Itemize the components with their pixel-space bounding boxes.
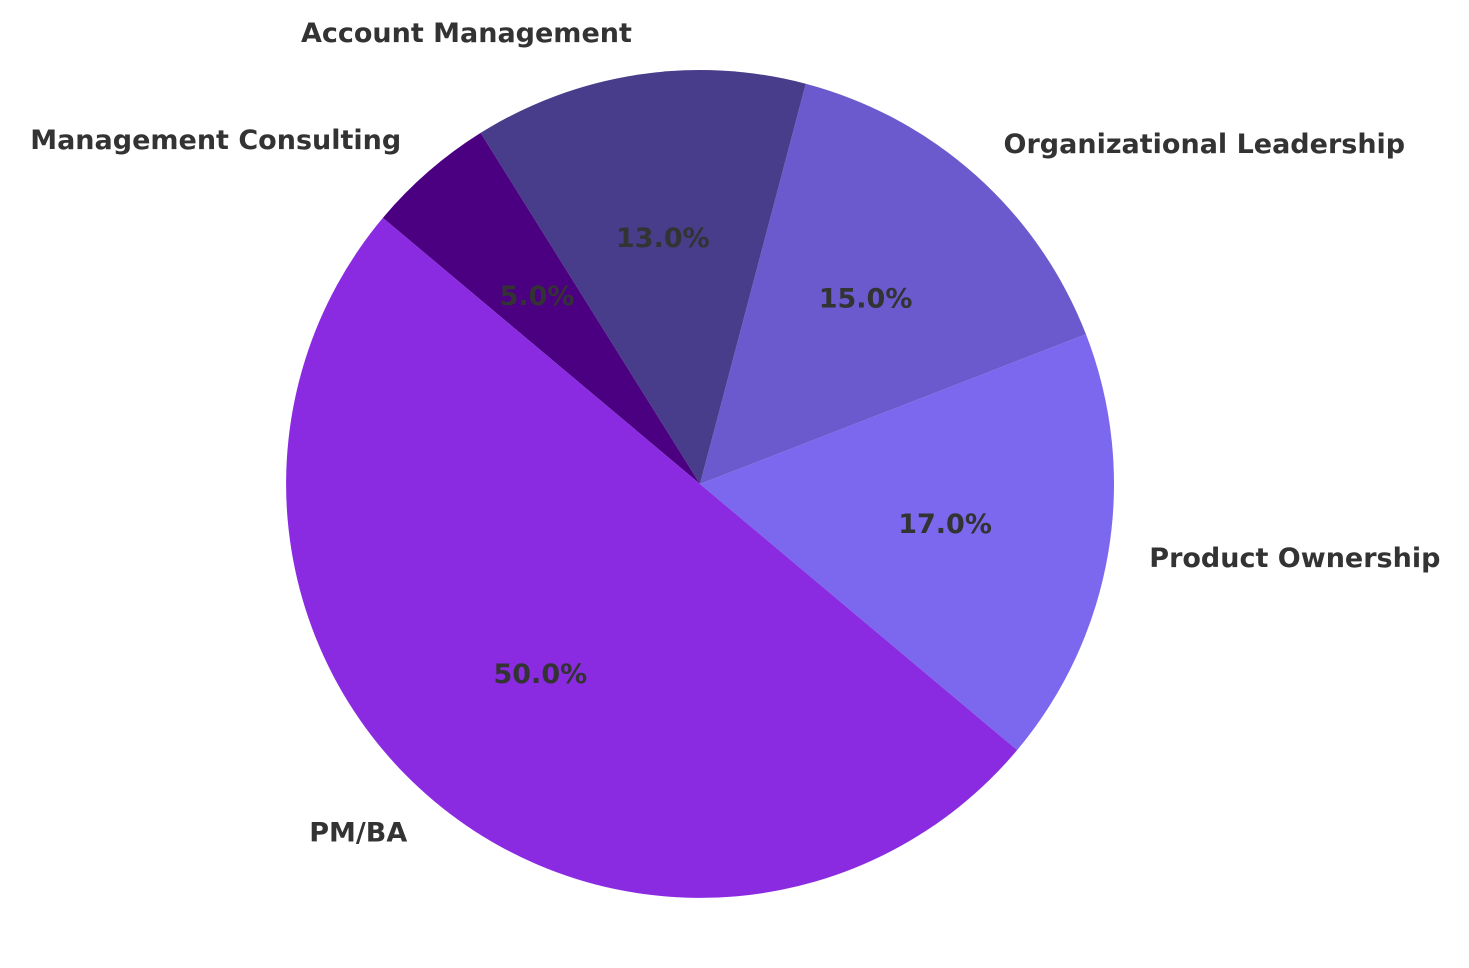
category-label-product-ownership: Product Ownership [1149, 543, 1440, 574]
pie-slice-pm-ba [286, 217, 1018, 898]
category-label-account-management: Account Management [301, 18, 632, 49]
percent-label-product-ownership: 17.0% [898, 509, 992, 540]
percent-label-pm-ba: 50.0% [493, 659, 587, 690]
slices-layer [286, 70, 1114, 898]
percent-labels-layer: 17.0% 15.0% 13.0% 5.0% 50.0% [493, 223, 991, 690]
percent-label-management-consulting: 5.0% [500, 281, 575, 312]
percent-label-organizational-leadership: 15.0% [819, 283, 913, 314]
category-label-pm-ba: PM/BA [309, 817, 407, 848]
pie-slice-management-consulting [382, 132, 700, 484]
percent-label-account-management: 13.0% [616, 223, 710, 254]
pie-slice-account-management [480, 70, 806, 485]
category-label-management-consulting: Management Consulting [30, 125, 401, 156]
pie-slice-organizational-leadership [700, 83, 1086, 485]
pie-slice-product-ownership [700, 334, 1114, 751]
category-labels-layer: Product Ownership Organizational Leadersh… [30, 18, 1440, 848]
category-label-organizational-leadership: Organizational Leadership [1004, 129, 1406, 160]
